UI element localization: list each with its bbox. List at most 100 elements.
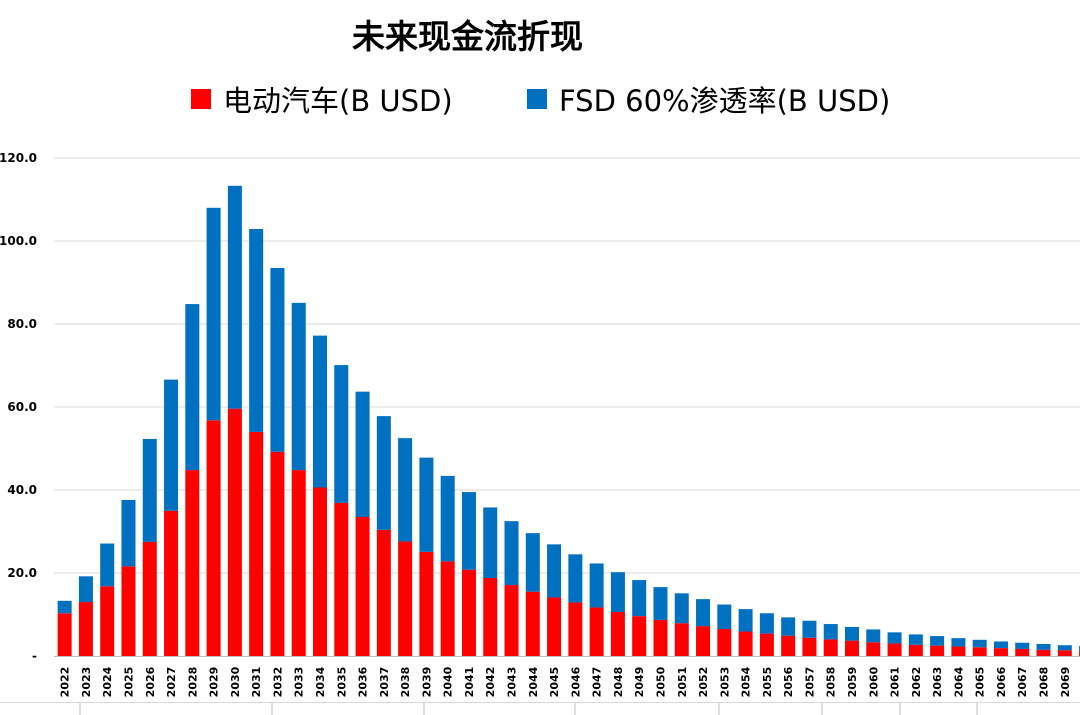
bar-ev[interactable]	[696, 626, 711, 656]
bar-ev[interactable]	[164, 510, 179, 656]
bar-fsd[interactable]	[930, 636, 945, 646]
bar-ev[interactable]	[270, 451, 285, 656]
bar-ev[interactable]	[504, 585, 519, 656]
bar-ev[interactable]	[398, 541, 413, 656]
bar-fsd[interactable]	[972, 639, 987, 648]
bar-ev[interactable]	[57, 613, 72, 656]
bar-ev[interactable]	[376, 529, 391, 656]
bar-fsd[interactable]	[951, 638, 966, 647]
bar-fsd[interactable]	[291, 302, 306, 471]
bar-fsd[interactable]	[568, 554, 583, 603]
bar-ev[interactable]	[589, 607, 604, 656]
bar-fsd[interactable]	[398, 438, 413, 542]
bar-ev[interactable]	[461, 569, 476, 656]
bar-ev[interactable]	[1036, 649, 1051, 656]
bar-fsd[interactable]	[376, 416, 391, 530]
bar-ev[interactable]	[993, 648, 1008, 656]
bar-fsd[interactable]	[78, 576, 93, 603]
bar-fsd[interactable]	[589, 563, 604, 608]
bar-ev[interactable]	[674, 623, 689, 656]
bar-fsd[interactable]	[525, 533, 540, 592]
bar-ev[interactable]	[483, 577, 498, 656]
bar-fsd[interactable]	[206, 207, 221, 421]
bar-ev[interactable]	[845, 640, 859, 656]
bar-fsd[interactable]	[781, 617, 796, 636]
bar-fsd[interactable]	[547, 544, 562, 598]
bar-ev[interactable]	[142, 541, 157, 656]
bar-ev[interactable]	[291, 470, 306, 656]
bar-ev[interactable]	[1057, 650, 1072, 656]
bar-fsd[interactable]	[1015, 642, 1030, 649]
bar-fsd[interactable]	[249, 228, 264, 432]
bar-fsd[interactable]	[100, 543, 115, 587]
bar-fsd[interactable]	[845, 626, 859, 641]
bar-ev[interactable]	[249, 431, 264, 656]
bar-ev[interactable]	[930, 645, 945, 656]
bar-ev[interactable]	[313, 487, 327, 656]
bar-fsd[interactable]	[1036, 643, 1051, 650]
bar-ev[interactable]	[419, 551, 434, 656]
bar-ev[interactable]	[781, 635, 796, 656]
bar-ev[interactable]	[121, 566, 136, 656]
bar-ev[interactable]	[653, 619, 668, 656]
bar-fsd[interactable]	[227, 185, 242, 409]
bar-fsd[interactable]	[674, 593, 689, 624]
bar-fsd[interactable]	[483, 507, 498, 578]
bar-fsd[interactable]	[270, 267, 285, 452]
bar-ev[interactable]	[206, 420, 221, 656]
bar-ev[interactable]	[610, 612, 625, 656]
legend-item-fsd[interactable]: FSD 60%渗透率(B USD)	[527, 78, 890, 120]
bar-ev[interactable]	[887, 643, 902, 656]
bar-fsd[interactable]	[823, 624, 838, 640]
bar-fsd[interactable]	[334, 365, 349, 503]
bar-ev[interactable]	[568, 602, 583, 656]
bar-fsd[interactable]	[993, 641, 1008, 649]
bar-ev[interactable]	[185, 470, 200, 656]
bar-ev[interactable]	[78, 602, 93, 656]
bar-fsd[interactable]	[908, 634, 923, 645]
bar-fsd[interactable]	[185, 304, 200, 471]
bar-fsd[interactable]	[419, 457, 434, 552]
bar-ev[interactable]	[717, 629, 732, 656]
bar-fsd[interactable]	[653, 587, 668, 620]
bar-fsd[interactable]	[57, 600, 72, 614]
bar-fsd[interactable]	[121, 499, 136, 567]
bar-ev[interactable]	[972, 647, 987, 656]
bar-fsd[interactable]	[610, 572, 625, 613]
x-tick-label: 2022	[59, 667, 72, 698]
bar-ev[interactable]	[440, 561, 455, 656]
bar-fsd[interactable]	[759, 613, 774, 634]
x-tick-label: 2052	[697, 667, 710, 698]
bar-fsd[interactable]	[802, 620, 817, 638]
bar-fsd[interactable]	[355, 391, 370, 517]
bar-fsd[interactable]	[866, 629, 881, 643]
bar-ev[interactable]	[823, 639, 838, 656]
bar-ev[interactable]	[802, 637, 817, 656]
legend-item-ev[interactable]: 电动汽车(B USD)	[191, 78, 453, 120]
bar-ev[interactable]	[525, 591, 540, 656]
bar-fsd[interactable]	[738, 609, 753, 632]
bar-ev[interactable]	[908, 644, 923, 656]
bar-fsd[interactable]	[461, 492, 476, 570]
bar-ev[interactable]	[951, 646, 966, 656]
bar-ev[interactable]	[866, 642, 881, 656]
bar-fsd[interactable]	[504, 521, 519, 586]
bar-ev[interactable]	[334, 502, 349, 656]
bar-fsd[interactable]	[632, 580, 647, 617]
bar-fsd[interactable]	[696, 599, 711, 627]
bar-ev[interactable]	[759, 633, 774, 656]
bar-ev[interactable]	[738, 631, 753, 656]
bar-fsd[interactable]	[1057, 645, 1072, 651]
bar-ev[interactable]	[547, 597, 562, 656]
bar-fsd[interactable]	[313, 335, 327, 488]
bar-ev[interactable]	[355, 516, 370, 656]
bar-fsd[interactable]	[887, 632, 902, 644]
bar-fsd[interactable]	[164, 379, 179, 511]
bar-ev[interactable]	[1015, 648, 1030, 656]
bar-ev[interactable]	[227, 408, 242, 656]
bar-fsd[interactable]	[717, 604, 732, 630]
bar-fsd[interactable]	[142, 438, 157, 542]
bar-fsd[interactable]	[440, 475, 455, 562]
bar-ev[interactable]	[632, 616, 647, 656]
bar-ev[interactable]	[100, 586, 115, 656]
